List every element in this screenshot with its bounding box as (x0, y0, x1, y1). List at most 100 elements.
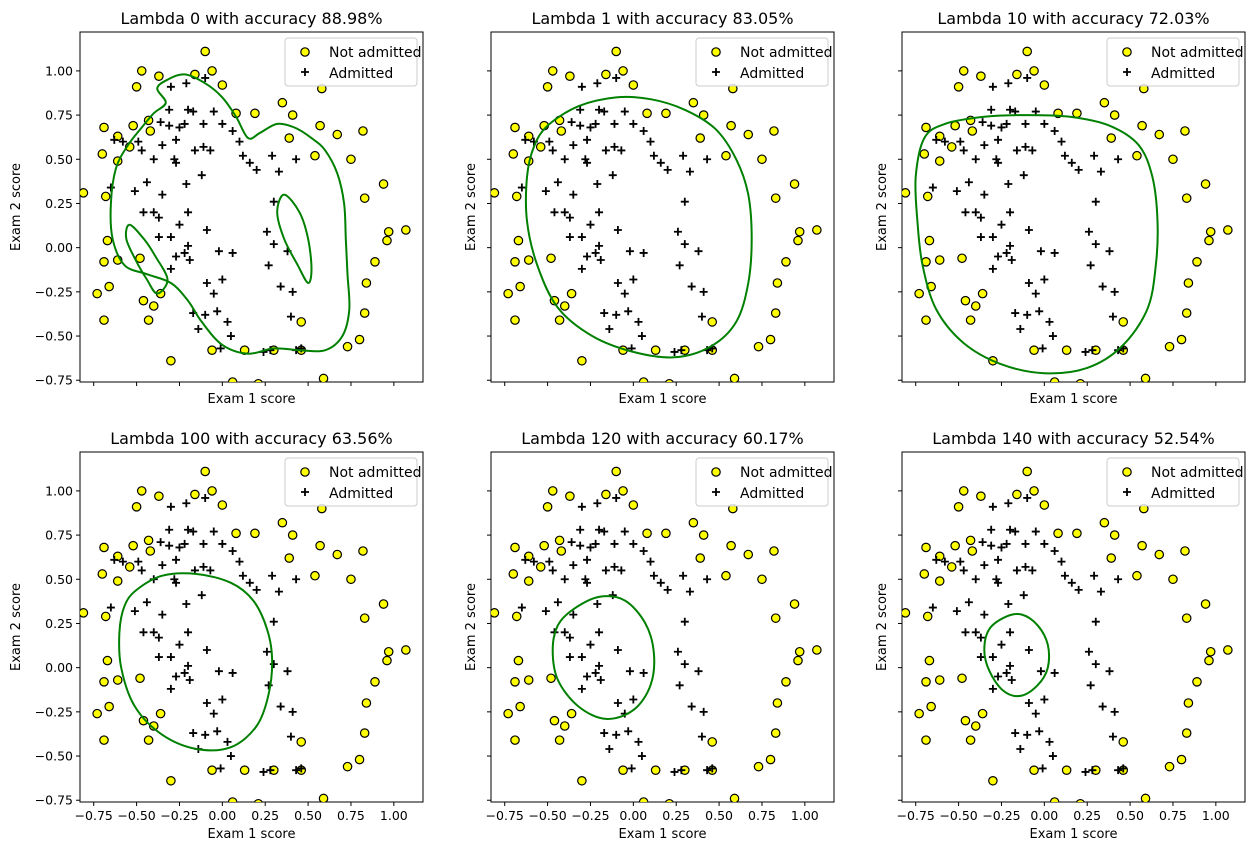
plot-area (902, 46, 1233, 382)
admitted-point (625, 247, 634, 256)
not-admitted-point (104, 281, 114, 292)
not-admitted-point (902, 188, 911, 198)
legend-not-admitted-label: Not admitted (740, 465, 832, 481)
admitted-point (134, 137, 143, 146)
admitted-point (1067, 578, 1076, 587)
x-tick-label: 0.75 (337, 808, 365, 823)
subplot-4: Lambda 100 with accuracy 63.56% −0.75 −0.5… (9, 429, 424, 842)
admitted-point (180, 539, 189, 548)
admitted-point (1040, 539, 1049, 548)
admitted-point (213, 307, 222, 316)
admitted-point (154, 233, 163, 242)
not-admitted-point (359, 193, 370, 203)
admitted-point (997, 543, 1006, 552)
admitted-point (545, 137, 554, 146)
admitted-point (1006, 241, 1015, 250)
admitted-point (1096, 167, 1105, 176)
admitted-point (142, 178, 151, 187)
admitted-point (1006, 525, 1015, 534)
admitted-point (959, 146, 968, 155)
admitted-point (988, 502, 997, 511)
admitted-point (1091, 240, 1100, 249)
not-admitted-point (535, 562, 546, 572)
not-admitted-point (1200, 179, 1211, 189)
decision-boundary (551, 595, 656, 720)
admitted-point (565, 653, 574, 662)
admitted-point (550, 208, 559, 217)
not-admitted-point (523, 576, 534, 586)
admitted-point (182, 600, 191, 609)
admitted-point (971, 575, 980, 584)
not-admitted-point (287, 110, 298, 120)
not-admitted-point (277, 97, 288, 108)
admitted-point (663, 585, 672, 594)
not-admitted-point (1029, 486, 1039, 496)
not-admitted-point (154, 71, 164, 81)
x-tick-label: 1.00 (380, 808, 408, 823)
admitted-point (625, 667, 634, 676)
admitted-point (565, 233, 574, 242)
admitted-point (166, 82, 175, 91)
not-admitted-point (1140, 373, 1151, 382)
admitted-point (175, 543, 184, 552)
admitted-point (209, 107, 218, 116)
not-admitted-point (361, 698, 372, 708)
admitted-point (988, 684, 997, 693)
admitted-point (1038, 344, 1047, 353)
not-admitted-point (921, 676, 931, 687)
not-admitted-point (924, 655, 935, 666)
admitted-point (1024, 225, 1033, 234)
admitted-point (245, 578, 254, 587)
admitted-point (569, 190, 578, 199)
admitted-point (218, 119, 227, 128)
not-admitted-point (642, 528, 652, 539)
admitted-point (980, 610, 989, 619)
admitted-point (1098, 282, 1107, 291)
not-admitted-point (1180, 546, 1190, 556)
admitted-point (601, 146, 610, 155)
legend-not-admitted-marker (300, 47, 310, 57)
x-tick-label: 0.25 (1073, 808, 1101, 823)
not-admitted-point (1099, 517, 1110, 528)
admitted-point (1004, 79, 1013, 88)
admitted-point (600, 107, 609, 116)
admitted-point (1002, 119, 1011, 128)
admitted-point (624, 307, 633, 316)
admitted-point (1108, 312, 1117, 321)
not-admitted-point (1106, 133, 1117, 143)
admitted-point (617, 146, 626, 155)
not-admitted-point (97, 569, 108, 579)
admitted-point (1091, 197, 1100, 206)
admitted-point (166, 264, 175, 273)
admitted-point (703, 575, 712, 584)
admitted-point (608, 591, 617, 600)
not-admitted-point (695, 133, 706, 143)
admitted-point (184, 661, 193, 670)
admitted-point (184, 628, 193, 637)
not-admitted-point (1192, 256, 1202, 267)
admitted-point (1019, 171, 1028, 180)
y-tick-label: 0.25 (45, 616, 73, 631)
admitted-point (932, 135, 941, 144)
plot-area (80, 46, 411, 382)
not-admitted-point (315, 120, 325, 131)
admitted-point (639, 126, 648, 135)
not-admitted-point (510, 315, 520, 325)
admitted-point (202, 699, 211, 708)
admitted-point (997, 220, 1006, 229)
admitted-point (154, 213, 163, 222)
admitted-point (106, 603, 115, 612)
not-admitted-point (1223, 225, 1233, 235)
not-admitted-point (342, 341, 353, 352)
admitted-point (694, 247, 703, 256)
admitted-point (235, 137, 244, 146)
admitted-point (697, 732, 706, 741)
admitted-point (202, 225, 211, 234)
not-admitted-point (921, 122, 931, 133)
not-admitted-point (919, 149, 930, 159)
admitted-point (620, 107, 629, 116)
not-admitted-point (960, 295, 971, 306)
not-admitted-point (638, 377, 649, 382)
admitted-point (675, 681, 684, 690)
admitted-point (673, 227, 682, 236)
